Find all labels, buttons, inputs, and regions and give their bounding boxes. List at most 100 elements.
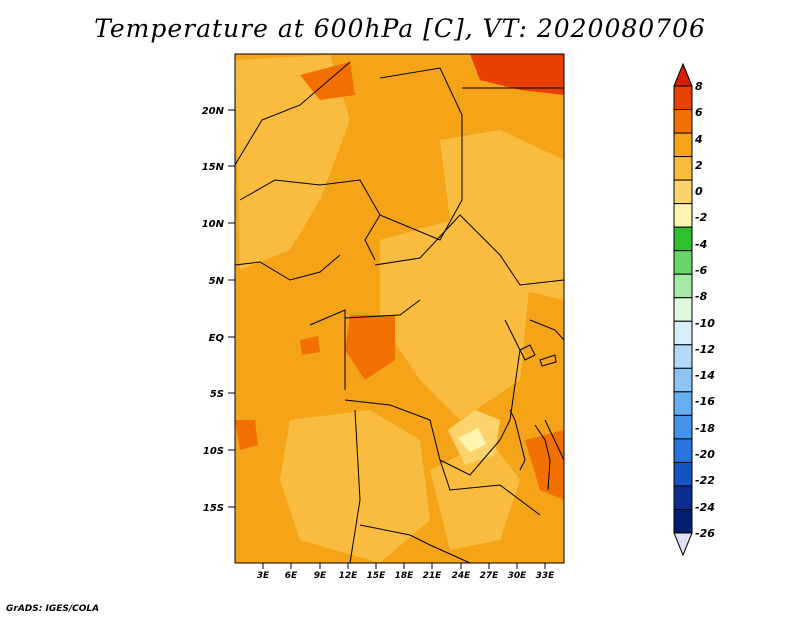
colorbar-labels: 8 6 4 2 0 -2 -4 -6 -8 -10 -12 -14 -16 -1…	[694, 80, 715, 540]
colorbar-block	[673, 132, 693, 158]
colorbar-block	[673, 226, 693, 252]
colorbar-label: -6	[695, 264, 708, 277]
warm-region-light-center	[380, 215, 530, 420]
lon-tick: 24E	[452, 563, 472, 581]
lon-tick-label: 12E	[339, 571, 359, 581]
warm-region-light-southeast	[430, 440, 520, 550]
warm-region-light-north	[235, 55, 350, 270]
colorbar-block	[673, 273, 693, 299]
colorbar-label: -24	[695, 501, 715, 514]
colorbar-block	[673, 367, 693, 393]
lat-tick: 20N	[202, 106, 235, 117]
colorbar: 8 6 4 2 0 -2 -4 -6 -8 -10 -12 -14 -16 -1…	[673, 62, 715, 557]
lon-tick-label: 9E	[314, 571, 327, 581]
lon-tick-label: 15E	[367, 571, 387, 581]
colorbar-label: 8	[695, 80, 703, 93]
lon-tick: 33E	[536, 563, 556, 581]
lon-tick: 21E	[423, 563, 443, 581]
chart-title: Temperature at 600hPa [C], VT: 202008070…	[94, 14, 706, 43]
country-borders	[235, 61, 564, 563]
lat-tick-label: 10N	[202, 219, 225, 230]
colorbar-block	[673, 85, 693, 111]
lon-axis: 3E 6E 9E 12E 15E 18E 21E 24E 27E 30E 33E	[257, 563, 555, 581]
cool-region-pale-2	[458, 428, 486, 452]
lon-tick: 12E	[339, 563, 359, 581]
lon-tick: 18E	[395, 563, 415, 581]
lon-tick-label: 33E	[536, 571, 556, 581]
colorbar-label: -26	[695, 527, 715, 540]
colorbar-block	[673, 203, 693, 228]
colorbar-label: 4	[694, 133, 703, 146]
lon-tick: 15E	[367, 563, 387, 581]
lat-tick-label: 5N	[209, 276, 225, 287]
colorbar-label: -14	[695, 369, 715, 382]
lon-tick-label: 24E	[452, 571, 472, 581]
temperature-field	[235, 54, 564, 563]
lat-tick: 15S	[203, 503, 235, 514]
colorbar-block	[673, 250, 693, 275]
lat-tick-label: 20N	[202, 106, 225, 117]
colorbar-label: -10	[695, 317, 715, 330]
colorbar-block	[673, 461, 693, 487]
colorbar-label: 2	[695, 159, 703, 172]
lat-tick: 10N	[202, 219, 235, 230]
hot-region-southeast	[525, 430, 564, 500]
colorbar-block	[673, 508, 693, 534]
colorbar-block	[673, 156, 693, 181]
hot-region-dot	[300, 336, 320, 355]
lat-tick: 5N	[209, 276, 235, 287]
lat-tick-label: 10S	[203, 446, 224, 457]
colorbar-block	[673, 179, 693, 205]
lon-tick-label: 3E	[257, 571, 270, 581]
colorbar-block	[673, 438, 693, 463]
colorbar-block	[673, 414, 693, 440]
colorbar-label: -12	[695, 343, 715, 356]
lat-axis: 20N 15N 10N 5N EQ 5S 10S 15S	[202, 106, 235, 514]
warm-region-light-east	[440, 130, 564, 300]
colorbar-label: -2	[695, 211, 708, 224]
colorbar-label: -8	[695, 290, 708, 303]
colorbar-label: 0	[695, 185, 703, 198]
lon-tick: 30E	[508, 563, 528, 581]
lon-tick-label: 18E	[395, 571, 415, 581]
lon-tick-label: 27E	[480, 571, 500, 581]
lon-tick-label: 30E	[508, 571, 528, 581]
lon-tick: 3E	[257, 563, 270, 581]
lat-tick: 15N	[202, 162, 235, 173]
lat-tick-label: 15N	[202, 162, 225, 173]
hot-region-center	[345, 315, 395, 380]
map-frame	[234, 53, 565, 564]
footer-credit: GrADS: IGES/COLA	[6, 604, 100, 614]
colorbar-block	[673, 485, 693, 510]
warm-region-light-south	[280, 410, 430, 563]
lon-tick: 6E	[285, 563, 298, 581]
hot-region-ne	[470, 54, 564, 95]
colorbar-label: 6	[695, 106, 703, 119]
hot-region-west	[235, 420, 258, 450]
colorbar-label: -16	[695, 395, 715, 408]
colorbar-block	[673, 391, 693, 416]
colorbar-block	[673, 297, 693, 322]
lat-tick: 10S	[203, 446, 235, 457]
lon-tick-label: 21E	[423, 571, 443, 581]
colorbar-blocks	[673, 85, 693, 534]
colorbar-label: -20	[695, 448, 715, 461]
colorbar-block	[673, 109, 693, 134]
colorbar-label: -4	[695, 238, 707, 251]
colorbar-block	[673, 320, 693, 346]
lat-tick-label: 15S	[203, 503, 224, 514]
colorbar-bottom-cap	[673, 532, 693, 557]
colorbar-label: -18	[695, 422, 715, 435]
lon-tick-label: 6E	[285, 571, 298, 581]
lat-tick-label: EQ	[209, 333, 225, 344]
lon-tick: 9E	[314, 563, 327, 581]
colorbar-label: -22	[695, 474, 715, 487]
lat-tick-label: 5S	[210, 389, 224, 400]
lon-tick: 27E	[480, 563, 500, 581]
map-plot	[234, 53, 565, 564]
colorbar-block	[673, 344, 693, 369]
lat-tick: 5S	[210, 389, 235, 400]
lat-tick: EQ	[209, 333, 235, 344]
colorbar-top-cap	[673, 62, 693, 87]
